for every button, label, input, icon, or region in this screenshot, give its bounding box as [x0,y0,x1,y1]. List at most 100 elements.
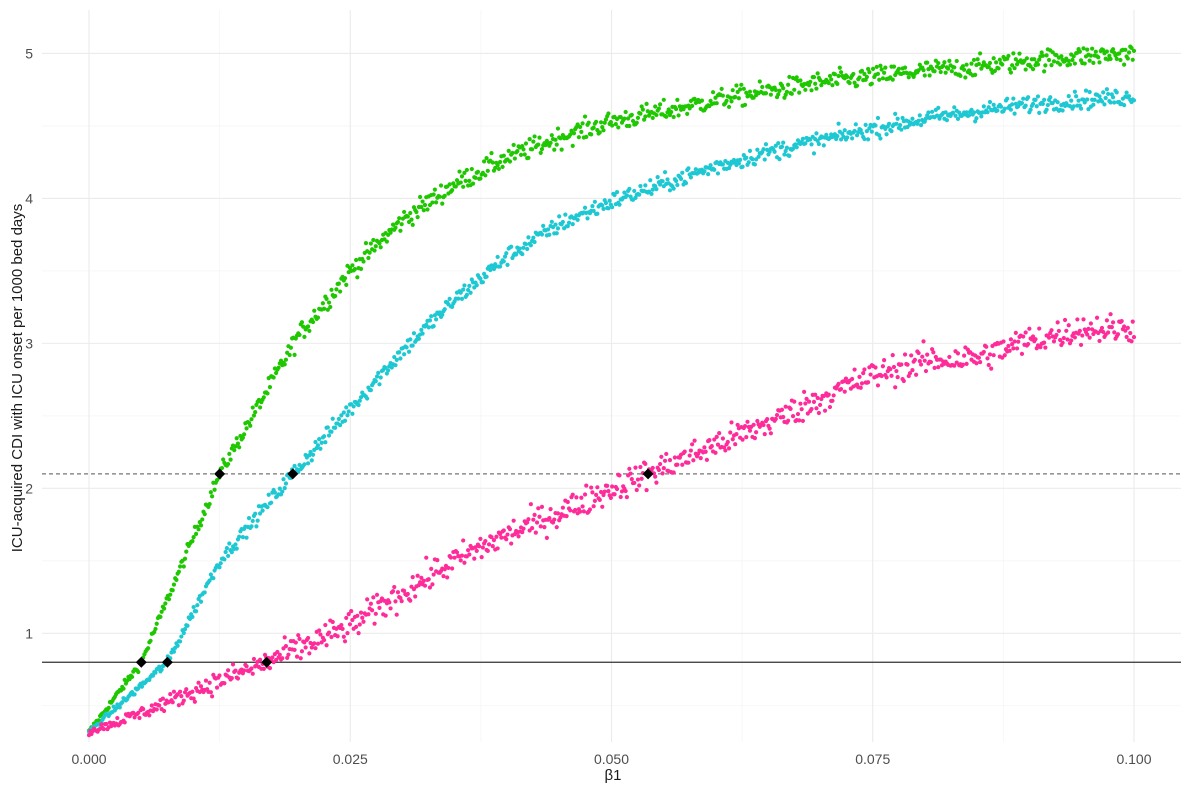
series-3-point [672,455,677,460]
series-1-point [228,457,233,462]
series-3-point [768,431,773,436]
series-2-point [1011,96,1016,101]
series-2-point [253,511,258,516]
series-1-point [594,119,599,124]
series-1-point [635,115,641,120]
series-1-point [814,86,819,91]
series-1-point [852,80,857,85]
series-3-point [330,619,335,625]
series-3-point [354,624,359,629]
series-1-point [870,66,876,71]
series-3-point [890,353,895,358]
series-1-point [1007,67,1012,72]
series-1-point [489,150,494,156]
series-1-point [1000,62,1005,67]
series-3-point [1119,319,1124,324]
series-3-point [836,381,841,386]
series-1-point [883,65,888,70]
series-3-point [850,376,855,382]
series-1-point [902,65,908,70]
series-3-point [402,588,407,593]
series-3-point [393,599,398,604]
series-3-point [533,530,538,535]
series-3-point [690,442,695,447]
series-1-point [728,95,733,100]
series-3-point [442,567,447,572]
series-2-point [1102,102,1107,107]
series-1-point [851,71,856,77]
series-3-point [297,636,302,642]
intersection-marker [287,468,299,480]
series-3-point [734,432,739,437]
series-3-point [578,509,583,514]
series-1-point [409,217,414,222]
series-3-point [480,545,485,550]
series-1-point [813,81,818,86]
series-1-point [171,582,177,587]
series-2-point [178,639,183,644]
series-3-point [619,489,625,494]
series-1-point [994,60,999,65]
series-2-point [185,623,190,628]
series-2-point [1060,108,1065,113]
series-3-point [628,471,633,476]
series-1-point [367,250,372,255]
series-1-point [402,209,407,215]
series-2-point [740,164,745,169]
intersection-marker [642,468,654,480]
series-1-point [789,91,794,96]
series-1-point [276,365,281,370]
series-2-point [744,155,749,160]
series-1-point [787,74,792,80]
series-3-point [147,713,152,718]
series-1-point [234,436,239,441]
series-1-point [627,123,632,129]
series-2-point [1087,89,1092,95]
series-3-point [662,458,668,463]
series-3-point [594,492,599,497]
series-1-point [549,133,554,138]
series-3-point [907,371,913,376]
series-2-point [1008,107,1014,112]
series-3-point [843,376,849,381]
series-1-point [200,517,205,522]
series-3-point [932,365,937,370]
series-2-point [824,132,829,137]
y-tick-label: 1 [25,625,33,641]
series-2-point [307,453,312,458]
series-3-point [217,673,222,678]
series-1-point [459,174,465,179]
series-3-point [377,605,382,610]
series-2-point [957,110,962,115]
series-3-point [340,626,345,631]
series-1-point [815,71,820,76]
series-3-point [638,464,643,470]
series-3-point [618,494,623,500]
series-1-point [470,181,476,186]
series-1-point [240,435,245,440]
series-1-point [591,125,596,130]
series-2-point [217,565,222,570]
series-1-point [371,237,376,243]
series-3-point [1122,324,1127,329]
series-3-point [233,668,238,673]
intersection-marker [261,656,273,668]
series-3-point [411,587,417,592]
series-1-point [650,115,655,121]
series-1-point [366,255,371,261]
series-1-point [414,209,419,215]
series-1-point [306,324,311,329]
series-3-point [149,703,154,708]
series-3-point [1002,353,1007,358]
series-3-point [564,514,569,519]
series-3-point [486,542,492,547]
series-3-point [1115,332,1121,337]
series-3-point [229,675,234,681]
series-3-point [723,448,728,453]
series-1-point [768,92,773,97]
series-1-point [600,125,605,130]
series-1-point [342,276,348,281]
series-3-point [658,461,663,467]
series-2-point [1028,107,1033,112]
series-1-point [288,345,293,350]
